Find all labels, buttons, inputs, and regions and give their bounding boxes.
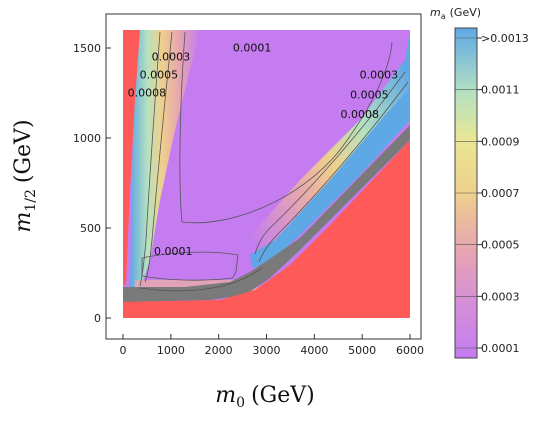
x-tick-label: 1000 [157, 344, 185, 357]
y-axis-title: m1/2(GeV) [11, 119, 39, 232]
left-gradient-band [130, 30, 200, 290]
contour-0.0005-right [258, 81, 409, 263]
x-tick-label: 0 [120, 344, 127, 357]
contour-label: 0.0003 [152, 51, 191, 64]
y-tick-label: 500 [80, 222, 101, 235]
heatmap-regions [123, 30, 410, 318]
colorbar-band-lines [455, 37, 477, 349]
grey-boundary [123, 125, 410, 302]
colorbar-tick-label: 0.0007 [481, 187, 520, 200]
y-tick-label: 1000 [73, 132, 101, 145]
right-gradient-band [240, 30, 410, 265]
contour-label: 0.0001 [233, 42, 272, 55]
contour-label: 0.0003 [360, 69, 399, 82]
contour-label: 0.0001 [154, 245, 193, 258]
x-tick-label: 6000 [396, 344, 424, 357]
plot-frame [105, 13, 422, 340]
x-tick-label: 4000 [300, 344, 328, 357]
y-tick-label: 1500 [73, 42, 101, 55]
left-excluded-region [123, 30, 140, 285]
right-blue-band [250, 88, 410, 268]
contour-label: 0.0005 [350, 88, 389, 101]
colorbar-tick-label: >0.0013 [481, 32, 529, 45]
colorbar-tick-label: 0.0011 [481, 84, 520, 97]
contour-0.0005-left [139, 31, 161, 287]
y-tick-label: 0 [94, 312, 101, 325]
contour-0.0001-lower [141, 251, 239, 281]
contour-labels: 0.0001 0.0003 0.0005 0.0008 0.0003 0.0005 0.00… [128, 42, 398, 258]
colorbar-tick-label: 0.0003 [481, 290, 520, 303]
x-tick-label: 5000 [348, 344, 376, 357]
x-ticks: 0 1000 2000 3000 4000 5000 6000 [120, 334, 424, 357]
contour-lines [139, 31, 409, 292]
y-ticks: 0 500 1000 1500 [73, 42, 111, 325]
contour-bottom-edge [139, 267, 263, 292]
colorbar-tick-label: 0.0009 [481, 135, 520, 148]
colorbar-tick-label: 0.0005 [481, 239, 520, 252]
contour-label: 0.0005 [140, 69, 179, 82]
x-axis-title: m0 (GeV) [215, 383, 314, 411]
contour-0.0003-right [254, 71, 406, 255]
contour-0.0003-left [144, 31, 173, 283]
colorbar-ticks: 0.0001 0.0003 0.0005 0.0007 0.0009 0.0011 >0.0… [477, 32, 529, 355]
contour-0.0001-upper [179, 31, 393, 224]
colorbar: ma (GeV) 0.00010.00030.00050.00070.00090.… [430, 6, 529, 359]
contour-label: 0.0008 [341, 108, 380, 121]
contour-label: 0.0008 [128, 87, 167, 100]
x-tick-label: 2000 [205, 344, 233, 357]
colorbar-tick-label: 0.0001 [481, 342, 520, 355]
x-tick-label: 3000 [253, 344, 281, 357]
colorbar-title: ma (GeV) [430, 6, 481, 21]
bottom-right-excluded-region [123, 140, 410, 318]
